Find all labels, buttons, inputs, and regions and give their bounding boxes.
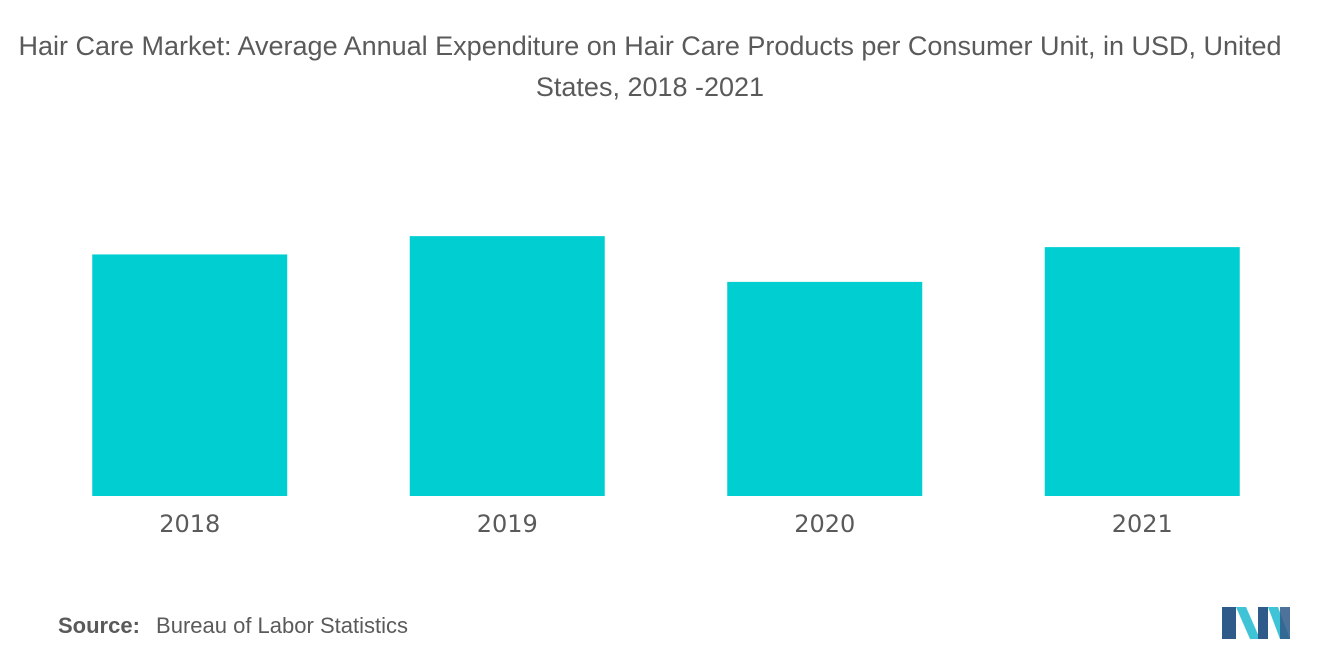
chart-title: Hair Care Market: Average Annual Expendi… xyxy=(18,31,1282,102)
company-logo-icon xyxy=(1222,607,1290,639)
bar-2019 xyxy=(409,236,605,496)
x-tick-label: 2018 xyxy=(159,510,220,538)
bar-2018 xyxy=(92,254,288,496)
source-note: Source: Bureau of Labor Statistics xyxy=(58,613,408,639)
bar-2020 xyxy=(727,281,923,496)
x-tick-label: 2019 xyxy=(477,510,538,538)
source-label: Source: xyxy=(58,613,140,638)
bar-2021 xyxy=(1044,247,1240,496)
source-text: Bureau of Labor Statistics xyxy=(156,613,408,638)
x-tick-label: 2021 xyxy=(1112,510,1173,538)
bar-chart: 2018 2019 2020 2021 xyxy=(92,236,1240,538)
x-tick-label: 2020 xyxy=(794,510,855,538)
